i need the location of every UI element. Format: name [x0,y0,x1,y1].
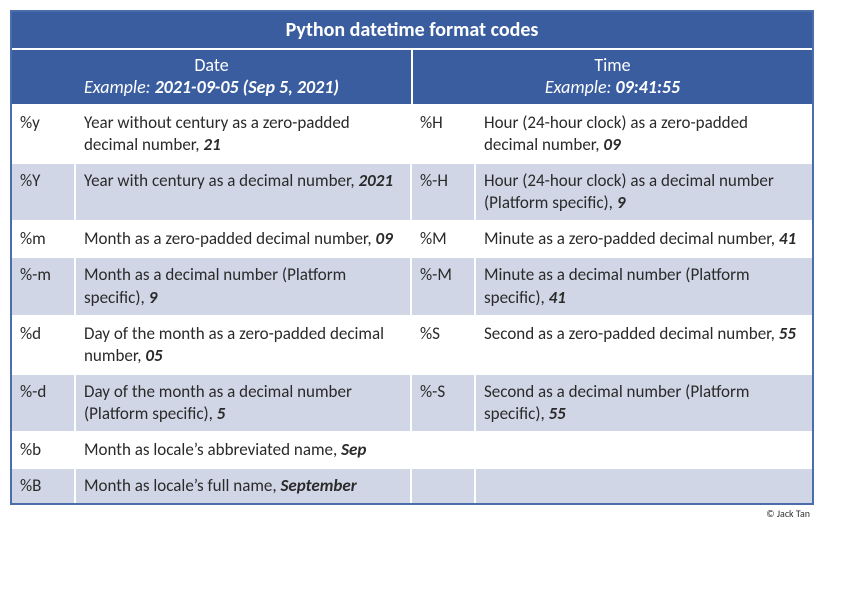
time-code-cell: %S [412,315,476,373]
time-code-cell [412,431,476,467]
date-desc-example: 09 [375,228,392,249]
date-desc-example: 05 [145,345,162,366]
header-time-title: Time [413,54,812,76]
table-row: %BMonth as locale’s full name, September [12,467,812,503]
time-desc-example: 9 [617,192,626,213]
header-time: Time Example: 09:41:55 [413,50,812,104]
time-code-cell: %-M [412,256,476,314]
table-body: %yYear without century as a zero-padded … [12,104,812,503]
date-desc-text: Month as a zero-padded decimal number, [84,228,375,249]
time-desc-example: 55 [549,403,566,424]
date-desc-cell: Month as a zero-padded decimal number, 0… [76,220,412,256]
time-code-cell: %-H [412,162,476,220]
table-row: %-mMonth as a decimal number (Platform s… [12,256,812,314]
date-desc-cell: Month as a decimal number (Platform spec… [76,256,412,314]
date-desc-cell: Day of the month as a zero-padded decima… [76,315,412,373]
table-header: Date Example: 2021-09-05 (Sep 5, 2021) T… [12,50,812,104]
header-date-example-extra: (Sep 5, 2021) [239,76,339,98]
date-desc-text: Month as locale’s abbreviated name, [84,439,341,460]
table-row: %YYear with century as a decimal number,… [12,162,812,220]
date-desc-cell: Month as locale’s full name, September [76,467,412,503]
date-code-cell: %m [12,220,76,256]
table-row: %-dDay of the month as a decimal number … [12,373,812,431]
date-desc-text: Month as a decimal number (Platform spec… [84,264,346,307]
time-desc-example: 41 [779,228,796,249]
table-title: Python datetime format codes [12,12,812,50]
time-desc-cell: Second as a zero-padded decimal number, … [476,315,812,373]
header-date-example-value: 2021-09-05 [155,76,239,98]
time-desc-text: Minute as a zero-padded decimal number, [484,228,779,249]
date-code-cell: %d [12,315,76,373]
time-desc-text: Hour (24-hour clock) as a decimal number… [484,170,774,213]
date-desc-cell: Year with century as a decimal number, 2… [76,162,412,220]
date-desc-example: September [280,475,356,496]
date-desc-text: Day of the month as a zero-padded decima… [84,323,384,366]
time-code-cell: %-S [412,373,476,431]
date-code-cell: %b [12,431,76,467]
datetime-format-table: Python datetime format codes Date Exampl… [10,10,814,505]
date-code-cell: %-m [12,256,76,314]
date-desc-example: 2021 [359,170,393,191]
header-date-example-label: Example: [84,76,155,98]
time-desc-cell: Hour (24-hour clock) as a decimal number… [476,162,812,220]
date-desc-cell: Year without century as a zero-padded de… [76,104,412,162]
date-code-cell: %y [12,104,76,162]
time-desc-cell: Hour (24-hour clock) as a zero-padded de… [476,104,812,162]
date-desc-cell: Month as locale’s abbreviated name, Sep [76,431,412,467]
time-desc-cell: Minute as a zero-padded decimal number, … [476,220,812,256]
time-desc-example: 09 [603,134,620,155]
date-desc-text: Month as locale’s full name, [84,475,280,496]
table-row: %bMonth as locale’s abbreviated name, Se… [12,431,812,467]
date-code-cell: %-d [12,373,76,431]
date-desc-example: Sep [341,439,366,460]
header-time-example-value: 09:41:55 [615,76,680,98]
time-desc-cell [476,431,812,467]
time-desc-example: 41 [549,287,566,308]
time-desc-text: Second as a zero-padded decimal number, [484,323,779,344]
time-desc-cell [476,467,812,503]
table-row: %mMonth as a zero-padded decimal number,… [12,220,812,256]
table-row: %dDay of the month as a zero-padded deci… [12,315,812,373]
time-desc-text: Minute as a decimal number (Platform spe… [484,264,750,307]
date-code-cell: %Y [12,162,76,220]
time-code-cell: %H [412,104,476,162]
header-date-title: Date [12,54,411,76]
time-code-cell: %M [412,220,476,256]
header-date: Date Example: 2021-09-05 (Sep 5, 2021) [12,50,413,104]
date-code-cell: %B [12,467,76,503]
date-desc-cell: Day of the month as a decimal number (Pl… [76,373,412,431]
time-desc-cell: Minute as a decimal number (Platform spe… [476,256,812,314]
date-desc-text: Year with century as a decimal number, [84,170,359,191]
credit-label: © Jack Tan [10,507,810,520]
date-desc-example: 21 [203,134,220,155]
time-desc-cell: Second as a decimal number (Platform spe… [476,373,812,431]
header-time-example-label: Example: [545,76,616,98]
time-desc-text: Second as a decimal number (Platform spe… [484,381,750,424]
time-code-cell [412,467,476,503]
table-row: %yYear without century as a zero-padded … [12,104,812,162]
time-desc-example: 55 [779,323,796,344]
date-desc-example: 9 [149,287,158,308]
date-desc-example: 5 [217,403,226,424]
